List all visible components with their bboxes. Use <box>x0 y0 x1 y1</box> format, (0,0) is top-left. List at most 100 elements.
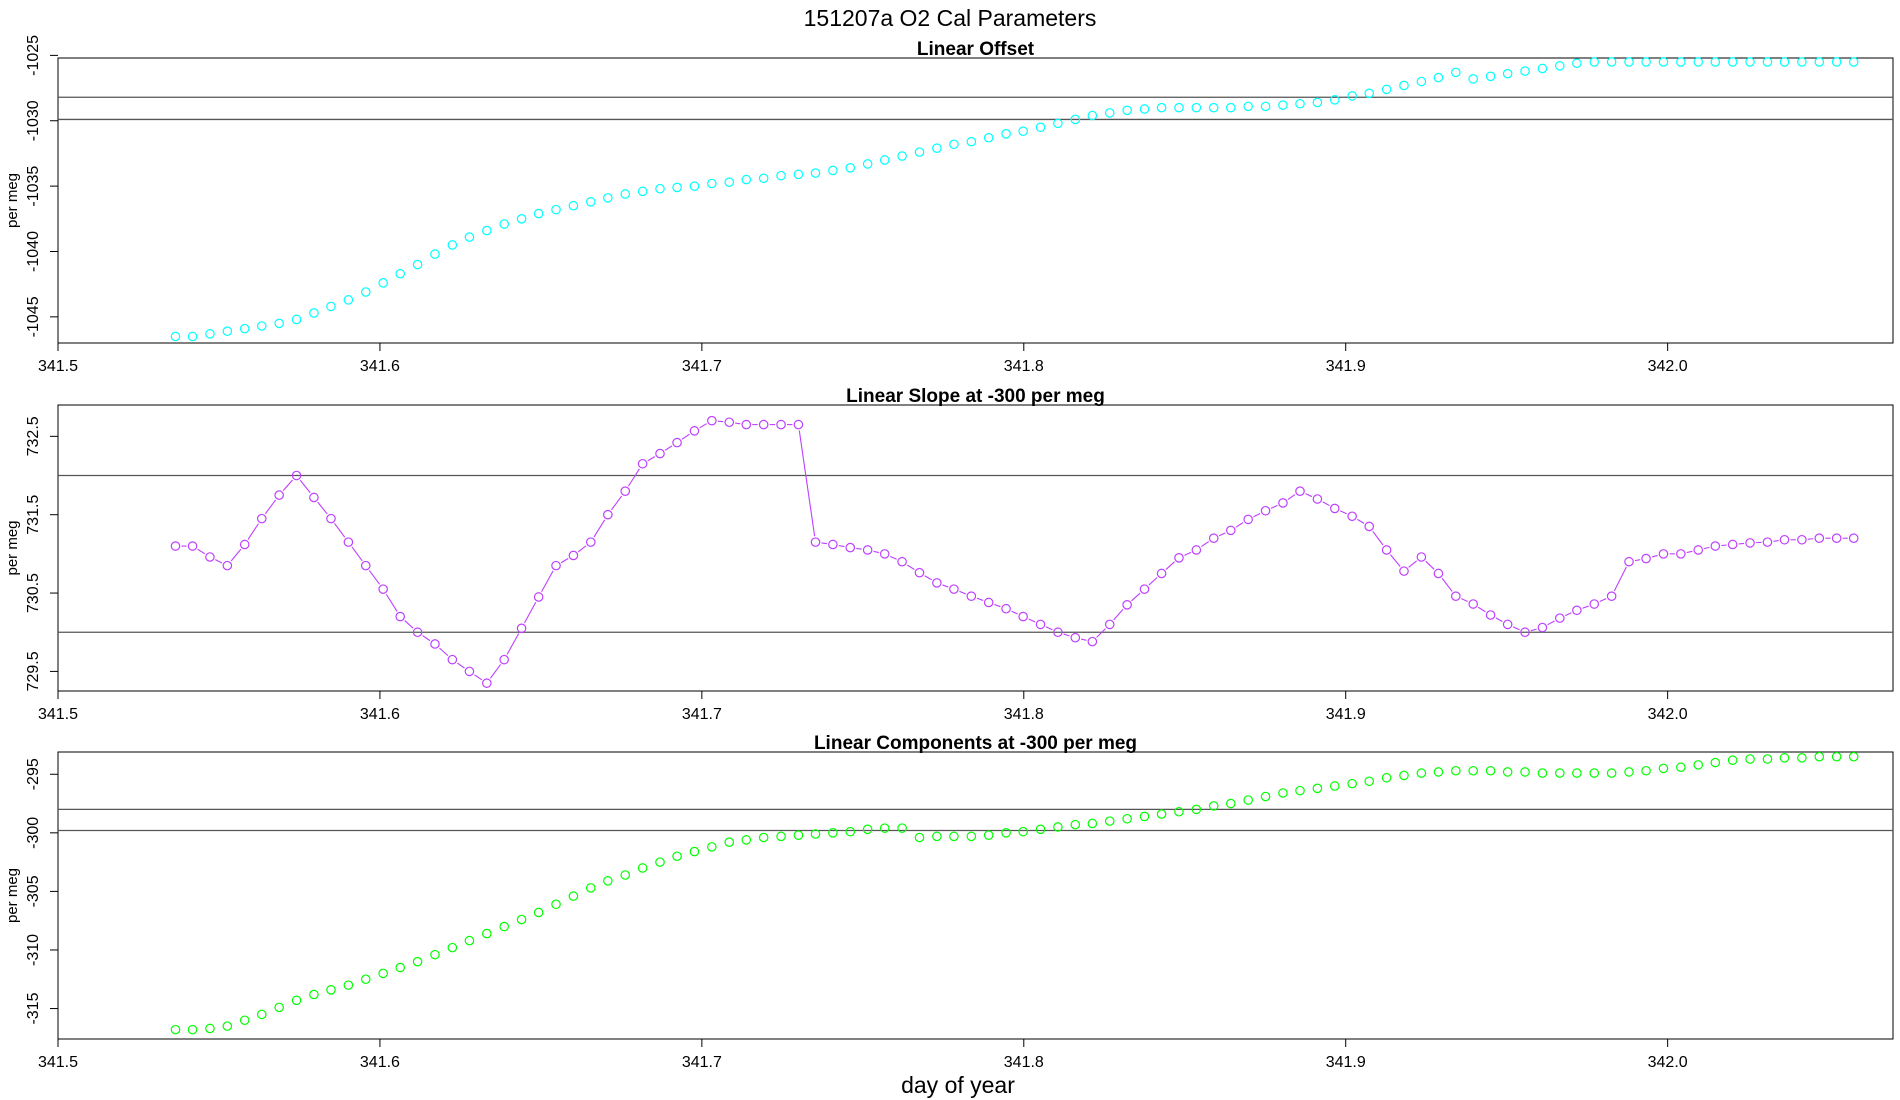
series-segment <box>1703 546 1710 550</box>
series-segment <box>994 603 1001 608</box>
data-point <box>776 419 786 430</box>
series-segment <box>942 584 949 588</box>
data-point <box>1451 765 1461 776</box>
data-point <box>655 448 665 459</box>
series-segment <box>838 544 845 548</box>
data-point <box>1416 552 1427 562</box>
series-segment <box>230 548 242 562</box>
data-point <box>1693 57 1704 67</box>
y-tick-label: -300 <box>25 817 42 849</box>
series-segment <box>681 433 690 440</box>
data-point <box>620 870 631 880</box>
data-point <box>1710 57 1721 67</box>
data-point <box>1364 521 1375 532</box>
data-point <box>222 326 233 337</box>
data-point <box>707 178 717 189</box>
data-point <box>1537 768 1548 778</box>
data-point <box>1347 91 1357 101</box>
data-point <box>378 278 388 288</box>
data-point <box>1001 129 1011 139</box>
panels: Linear Offset 341.5 341.6 341.7 341.8 341.9 34… <box>4 35 1894 1071</box>
data-point <box>395 268 406 279</box>
data-point <box>1485 71 1496 82</box>
data-point <box>1156 102 1167 113</box>
data-point <box>724 177 735 187</box>
data-point <box>585 883 596 893</box>
x-tick-label: 341.6 <box>360 358 400 375</box>
data-point <box>983 597 994 608</box>
data-point <box>1243 514 1253 525</box>
data-point <box>533 592 544 602</box>
data-point <box>412 259 423 270</box>
data-point <box>1001 828 1011 838</box>
data-point <box>447 240 458 250</box>
series-segment <box>317 501 328 515</box>
series-segment <box>1131 592 1141 602</box>
data-point <box>1104 816 1115 826</box>
data-point <box>776 831 786 842</box>
x-tick-label: 341.8 <box>1004 1054 1044 1071</box>
data-point <box>1433 568 1444 579</box>
panel-title: Linear Components at -300 per meg <box>814 733 1137 754</box>
data-point <box>239 539 250 550</box>
data-point <box>1208 533 1219 544</box>
series-segment <box>1045 626 1053 631</box>
data-point <box>603 509 613 520</box>
data-point <box>1572 605 1582 616</box>
y-axis-label: per meg <box>4 868 21 923</box>
series-segment <box>1096 628 1106 638</box>
data-point <box>1468 599 1479 609</box>
data-point <box>1381 84 1392 95</box>
data-point <box>1347 778 1357 789</box>
data-point <box>1364 88 1375 99</box>
plot-frame <box>57 751 1894 1040</box>
series-segment <box>456 662 465 669</box>
data-point <box>810 168 821 178</box>
y-tick-label: -295 <box>25 758 42 790</box>
data-point <box>187 541 198 551</box>
data-point <box>430 249 440 259</box>
data-point <box>1243 101 1253 112</box>
data-point <box>516 214 527 224</box>
series-segment <box>1582 605 1589 609</box>
data-point <box>1762 754 1773 764</box>
data-point <box>1831 57 1842 67</box>
data-point <box>1658 57 1669 67</box>
data-point <box>1329 95 1340 105</box>
data-point <box>1381 772 1392 783</box>
x-tick-label: 341.8 <box>1004 358 1044 375</box>
data-point <box>343 295 354 305</box>
x-axis-label: day of year <box>901 1072 1015 1098</box>
data-point <box>1537 63 1548 74</box>
data-point <box>1139 104 1150 114</box>
data-point <box>447 942 458 953</box>
data-point <box>897 556 907 567</box>
data-point <box>1572 768 1582 778</box>
data-point <box>828 539 838 550</box>
data-point <box>1745 57 1755 67</box>
series-segment <box>1651 554 1658 558</box>
data-point <box>828 828 838 838</box>
data-point <box>1018 611 1028 622</box>
data-point <box>741 835 752 845</box>
series-segment <box>422 635 431 642</box>
data-point <box>1243 795 1253 805</box>
data-point <box>1658 763 1669 774</box>
data-point <box>1848 57 1859 67</box>
data-point <box>1693 545 1704 555</box>
data-point <box>1555 768 1565 778</box>
data-point <box>862 824 873 835</box>
data-point <box>533 208 544 219</box>
data-point <box>1451 591 1461 601</box>
figure-title: 151207a O2 Cal Parameters <box>804 5 1097 31</box>
y-axis-label: per meg <box>4 520 21 575</box>
data-point <box>1624 556 1634 567</box>
data-point <box>551 899 561 910</box>
data-point <box>222 1021 233 1031</box>
data-point <box>603 876 613 886</box>
data-point <box>1295 486 1305 496</box>
data-point <box>516 914 527 925</box>
series-segment <box>1148 577 1158 586</box>
x-tick-label: 341.5 <box>38 706 78 723</box>
